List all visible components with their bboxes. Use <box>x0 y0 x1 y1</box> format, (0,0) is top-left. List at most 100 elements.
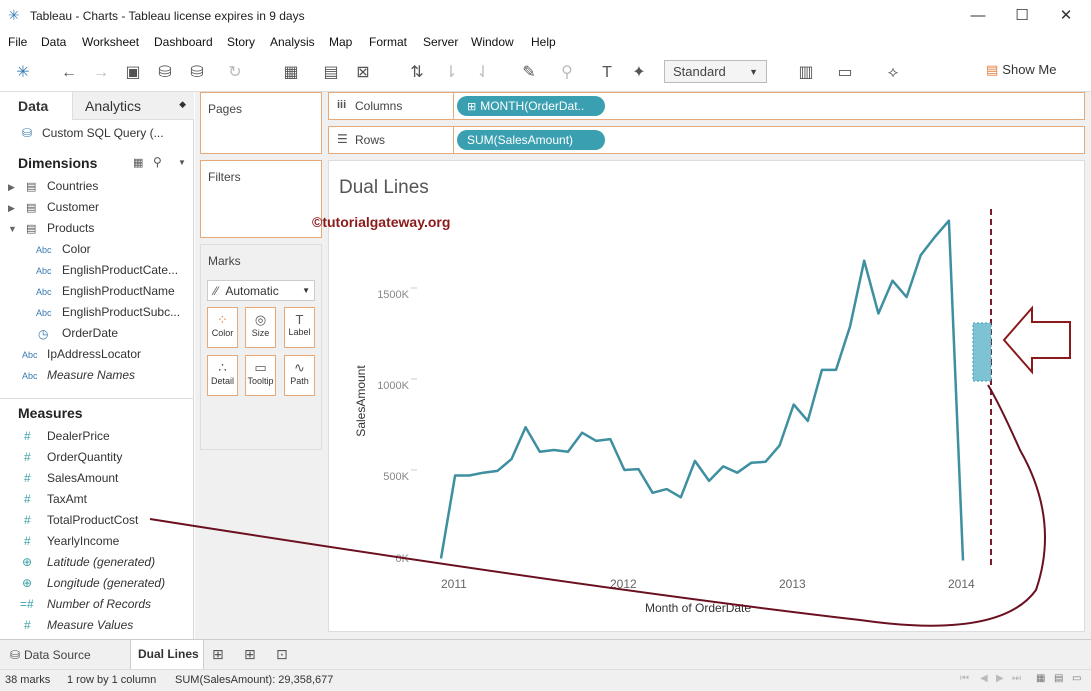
measure-item[interactable]: Latitude (generated) <box>47 555 156 569</box>
rows-pill[interactable]: SUM(SalesAmount) <box>457 130 605 150</box>
view-icon[interactable]: ▦ <box>133 157 144 169</box>
mark-type-value: Automatic <box>225 284 279 298</box>
sort-descending-icon[interactable]: ⇃ <box>476 64 490 81</box>
dimension-item[interactable]: IpAddressLocator <box>47 347 142 361</box>
dimension-item[interactable]: Customer <box>47 200 100 214</box>
columns-shelf[interactable]: iii Columns ⊞ MONTH(OrderDat.. <box>328 92 1085 120</box>
tabs-view-icon[interactable]: ▭ <box>1072 673 1082 684</box>
size-icon: ◎ <box>254 312 267 327</box>
maximize-icon[interactable]: ☐ <box>1015 7 1029 24</box>
refresh-icon[interactable]: ↻ <box>228 64 242 81</box>
tableau-home-icon[interactable]: ✳ <box>16 64 30 81</box>
menu-window[interactable]: Window <box>471 35 514 49</box>
measure-item[interactable]: TaxAmt <box>47 492 88 506</box>
dimension-item[interactable]: Color <box>62 242 91 256</box>
grid-view-icon[interactable]: ▦ <box>1036 673 1046 684</box>
expand-icon[interactable]: ▶ <box>8 182 15 192</box>
share-icon[interactable]: ⟡ <box>887 64 899 81</box>
new-worksheet-icon[interactable]: ⊞ <box>212 646 224 662</box>
color-button[interactable]: ⁘ Color <box>207 307 238 348</box>
sheet-nav-next-icon[interactable]: ▶ <box>996 673 1004 684</box>
dimension-item[interactable]: EnglishProductSubc... <box>62 305 181 319</box>
new-story-icon[interactable]: ⊡ <box>276 646 288 662</box>
minimize-icon[interactable]: — <box>970 7 986 24</box>
measure-type-icon: # <box>24 618 31 632</box>
dimension-item[interactable]: Measure Names <box>47 368 136 382</box>
dimension-item[interactable]: Products <box>47 221 95 235</box>
menu-worksheet[interactable]: Worksheet <box>82 35 140 49</box>
new-dashboard-icon[interactable]: ⊞ <box>244 646 256 662</box>
line-mark-icon: ⁄⁄ <box>214 284 219 298</box>
measure-item[interactable]: Number of Records <box>47 597 152 611</box>
measure-item[interactable]: DealerPrice <box>47 429 110 443</box>
measure-item[interactable]: Longitude (generated) <box>47 576 166 590</box>
rows-shelf[interactable]: ☰ Rows SUM(SalesAmount) <box>328 126 1085 154</box>
measure-item[interactable]: YearlyIncome <box>47 534 120 548</box>
label-button[interactable]: T Label <box>284 307 315 348</box>
highlight-icon[interactable]: ✎ <box>522 64 536 81</box>
sort-ascending-icon[interactable]: ⇂ <box>444 64 458 81</box>
search-icon[interactable]: ⚲ <box>153 155 162 169</box>
menu-file[interactable]: File <box>8 35 28 49</box>
close-icon[interactable]: ✕ <box>1059 7 1073 24</box>
swap-icon[interactable]: ⇅ <box>410 64 424 81</box>
menu-dashboard[interactable]: Dashboard <box>154 35 213 49</box>
dimension-item[interactable]: EnglishProductName <box>62 284 175 298</box>
show-cards-icon[interactable]: ▥ <box>798 64 814 81</box>
dimension-item[interactable]: EnglishProductCate... <box>62 263 179 277</box>
menu-help[interactable]: Help <box>531 35 556 49</box>
y-tick-label: 1500K <box>377 289 409 301</box>
dimension-item[interactable]: OrderDate <box>62 326 119 340</box>
tooltip-button[interactable]: ▭ Tooltip <box>245 355 276 396</box>
forward-icon[interactable]: → <box>93 64 109 81</box>
new-worksheet-icon[interactable]: ▦ <box>283 64 299 81</box>
string-type-icon: Abc <box>22 350 38 360</box>
datasource-tab[interactable]: Data Source <box>24 648 91 662</box>
title-bar: ✳ Tableau - Charts - Tableau license exp… <box>0 0 1091 32</box>
menu-data[interactable]: Data <box>41 35 67 49</box>
menu-map[interactable]: Map <box>329 35 353 49</box>
pause-updates-icon[interactable]: ⛁ <box>190 64 204 81</box>
save-icon[interactable]: ▣ <box>125 64 141 81</box>
show-me-button[interactable]: ▤ Show Me <box>986 62 1057 78</box>
shelf-divider <box>453 93 454 119</box>
clear-sheet-icon[interactable]: ⊠ <box>356 64 370 81</box>
measure-item[interactable]: Measure Values <box>47 618 134 632</box>
filmstrip-view-icon[interactable]: ▤ <box>1054 673 1064 684</box>
size-button[interactable]: ◎ Size <box>245 307 276 348</box>
menu-format[interactable]: Format <box>369 35 408 49</box>
group-icon[interactable]: ⚲ <box>561 64 573 81</box>
measure-item[interactable]: TotalProductCost <box>47 513 139 527</box>
filters-card[interactable]: Filters <box>200 160 322 238</box>
presentation-icon[interactable]: ▭ <box>837 64 853 81</box>
sheet-nav-last-icon[interactable]: ⏭ <box>1012 673 1021 684</box>
menu-story[interactable]: Story <box>227 35 256 49</box>
expand-icon[interactable]: ▶ <box>8 203 15 213</box>
new-datasource-icon[interactable]: ⛁ <box>158 64 172 81</box>
sheet-tab-dual-lines[interactable]: Dual Lines <box>130 640 204 669</box>
status-rows: 1 row by 1 column <box>67 674 157 686</box>
fit-select[interactable]: Standard ▼ <box>664 60 767 83</box>
back-icon[interactable]: ← <box>61 64 77 81</box>
collapse-icon[interactable]: ▼ <box>8 224 17 234</box>
pages-card[interactable]: Pages <box>200 92 322 154</box>
measure-item[interactable]: SalesAmount <box>47 471 119 485</box>
mark-type-select[interactable]: ⁄⁄ Automatic ▼ <box>207 280 315 301</box>
menu-analysis[interactable]: Analysis <box>270 35 315 49</box>
tab-data[interactable]: Data <box>0 92 72 120</box>
tab-analytics[interactable]: Analytics ◆ <box>72 92 194 120</box>
sheet-nav-first-icon[interactable]: ⏮ <box>960 673 969 684</box>
pin-icon[interactable]: ✦ <box>632 64 646 81</box>
path-button[interactable]: ∿ Path <box>284 355 315 396</box>
duplicate-sheet-icon[interactable]: ▤ <box>323 64 339 81</box>
detail-button[interactable]: ∴ Detail <box>207 355 238 396</box>
chart-title: Dual Lines <box>339 177 429 198</box>
show-labels-icon[interactable]: T <box>602 64 612 81</box>
measure-item[interactable]: OrderQuantity <box>47 450 123 464</box>
dimension-item[interactable]: Countries <box>47 179 99 193</box>
sheet-nav-prev-icon[interactable]: ◀ <box>980 673 988 684</box>
columns-pill[interactable]: ⊞ MONTH(OrderDat.. <box>457 96 605 116</box>
dimensions-menu-icon[interactable]: ▼ <box>178 158 186 167</box>
datasource-name[interactable]: Custom SQL Query (... <box>42 126 164 140</box>
menu-server[interactable]: Server <box>423 35 459 49</box>
